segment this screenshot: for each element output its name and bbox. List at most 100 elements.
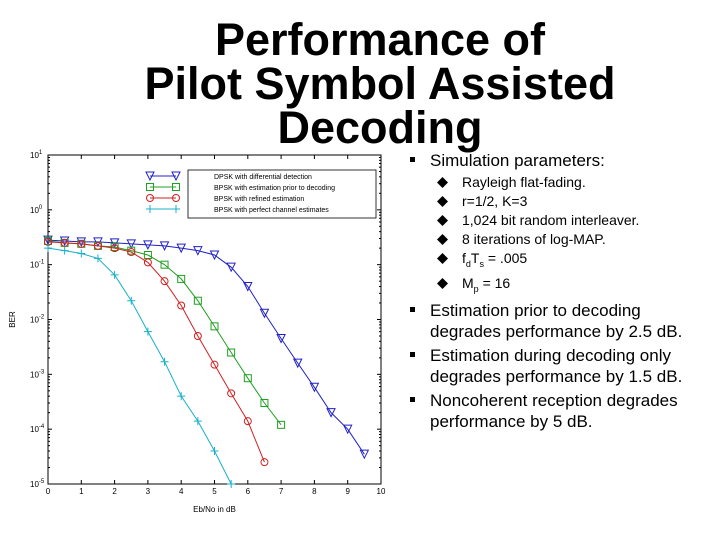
data-point-series-4 bbox=[44, 244, 52, 253]
x-tick-label: 7 bbox=[279, 487, 284, 496]
data-point-series-3 bbox=[243, 417, 252, 426]
data-point-series-3 bbox=[143, 258, 152, 267]
data-point-series-1 bbox=[342, 424, 353, 435]
data-point-series-1 bbox=[76, 237, 87, 248]
data-point-series-3 bbox=[60, 238, 69, 247]
square-bullet-icon bbox=[410, 157, 415, 162]
bullet-text: Estimation prior to decoding degrades pe… bbox=[430, 300, 683, 341]
data-point-series-1 bbox=[126, 239, 137, 249]
legend-marker bbox=[146, 205, 154, 213]
sub-bullet: r=1/2, K=3 bbox=[410, 193, 715, 210]
y-tick-label: 101 bbox=[30, 150, 43, 160]
legend-label: BPSK with refined estimation bbox=[214, 196, 304, 203]
data-point-series-1 bbox=[143, 240, 153, 250]
x-axis-label: Eb/No in dB bbox=[193, 505, 236, 514]
legend-marker bbox=[172, 183, 180, 191]
data-point-series-1 bbox=[209, 250, 220, 261]
bullet-list: Simulation parameters: Rayleigh flat-fad… bbox=[410, 150, 715, 435]
data-point-series-3 bbox=[210, 360, 219, 369]
legend-marker bbox=[146, 194, 154, 202]
data-point-series-2 bbox=[260, 399, 269, 408]
y-tick-label: 10-2 bbox=[30, 315, 45, 325]
data-point-series-3 bbox=[227, 389, 236, 398]
data-point-series-1 bbox=[292, 358, 303, 369]
data-point-series-1 bbox=[59, 236, 70, 247]
sub-bullet-text: 1,024 bit random interleaver. bbox=[462, 212, 640, 228]
data-point-series-1 bbox=[309, 382, 320, 393]
legend-marker bbox=[172, 205, 180, 213]
data-point-series-3 bbox=[110, 244, 119, 253]
data-point-series-2 bbox=[227, 348, 236, 357]
data-point-series-3 bbox=[160, 277, 169, 286]
x-tick-label: 2 bbox=[112, 487, 117, 496]
sub-bullet: Rayleigh flat-fading. bbox=[410, 174, 715, 191]
square-bullet-icon bbox=[410, 396, 415, 402]
square-bullet-icon bbox=[410, 351, 415, 357]
data-point-series-4 bbox=[110, 270, 119, 279]
y-axis-label: BER bbox=[8, 311, 17, 328]
x-tick-label: 10 bbox=[377, 487, 386, 496]
mp-m: M bbox=[462, 274, 474, 291]
x-tick-label: 0 bbox=[46, 487, 51, 496]
sub-bullet: 1,024 bit random interleaver. bbox=[410, 212, 715, 229]
x-tick-label: 3 bbox=[146, 487, 151, 496]
data-point-series-2 bbox=[193, 296, 202, 305]
legend-marker bbox=[171, 171, 181, 182]
data-point-series-4 bbox=[93, 254, 102, 263]
diamond-bullet-icon bbox=[437, 196, 448, 207]
x-tick-label: 4 bbox=[179, 487, 184, 496]
data-point-series-2 bbox=[160, 260, 169, 269]
data-point-series-4 bbox=[127, 296, 136, 305]
data-point-series-4 bbox=[160, 357, 169, 366]
diamond-bullet-icon bbox=[437, 234, 448, 245]
x-tick-label: 8 bbox=[312, 487, 317, 496]
legend-label: BPSK with estimation prior to decoding bbox=[214, 185, 335, 192]
data-point-series-1 bbox=[226, 262, 236, 273]
data-point-series-1 bbox=[326, 408, 336, 418]
y-tick-label: 10-1 bbox=[30, 260, 45, 270]
slide-title: Performance of Pilot Symbol Assisted Dec… bbox=[110, 14, 650, 153]
bullet-text: Noncoherent reception degrades performan… bbox=[430, 390, 678, 431]
data-point-series-1 bbox=[176, 243, 187, 254]
series-line-3 bbox=[48, 241, 265, 463]
data-point-series-4 bbox=[210, 446, 219, 455]
bullet-text: Estimation during decoding only degrades… bbox=[430, 345, 683, 386]
data-point-series-4 bbox=[227, 480, 236, 488]
data-point-series-3 bbox=[177, 301, 186, 310]
title-line-1: Performance of bbox=[214, 14, 546, 65]
data-point-series-4 bbox=[77, 249, 86, 258]
y-tick-label: 10-4 bbox=[30, 424, 45, 434]
data-point-series-1 bbox=[242, 281, 253, 292]
data-point-series-2 bbox=[277, 420, 286, 429]
legend-label: BPSK with perfect channel estimates bbox=[214, 207, 329, 214]
diamond-bullet-icon bbox=[437, 215, 448, 226]
fdts-t-sub: s bbox=[479, 258, 484, 269]
title-line-3: Decoding bbox=[277, 102, 483, 153]
data-point-series-1 bbox=[276, 334, 286, 344]
x-tick-label: 9 bbox=[345, 487, 350, 496]
sub-bullet-mp: Mp = 16 bbox=[410, 275, 715, 298]
data-point-series-3 bbox=[93, 241, 102, 250]
sub-bullet-text: r=1/2, K=3 bbox=[462, 193, 528, 209]
data-point-series-1 bbox=[43, 235, 53, 246]
x-tick-label: 6 bbox=[246, 487, 251, 496]
fdts-f-sub: d bbox=[465, 258, 471, 269]
sub-bullet-fdts: fdTs = .005 bbox=[410, 250, 715, 273]
legend-marker bbox=[146, 183, 154, 191]
data-point-series-2 bbox=[177, 274, 186, 283]
sub-bullet-text: 8 iterations of log-MAP. bbox=[462, 231, 606, 247]
y-tick-label: 10-5 bbox=[30, 479, 45, 489]
fdts-rest: = .005 bbox=[483, 250, 528, 266]
bullet-simulation-parameters: Simulation parameters: bbox=[410, 150, 715, 171]
data-point-series-1 bbox=[359, 449, 370, 460]
data-point-series-2 bbox=[210, 322, 219, 331]
bullet-text: Simulation parameters: bbox=[430, 151, 605, 170]
series-line-1 bbox=[48, 239, 365, 455]
data-point-series-3 bbox=[127, 248, 136, 257]
title-line-2: Pilot Symbol Assisted bbox=[144, 58, 616, 109]
legend-marker bbox=[145, 171, 155, 182]
mp-m-sub: p bbox=[473, 283, 479, 294]
bullet-point: Estimation prior to decoding degrades pe… bbox=[410, 300, 715, 342]
legend-box bbox=[187, 169, 377, 219]
